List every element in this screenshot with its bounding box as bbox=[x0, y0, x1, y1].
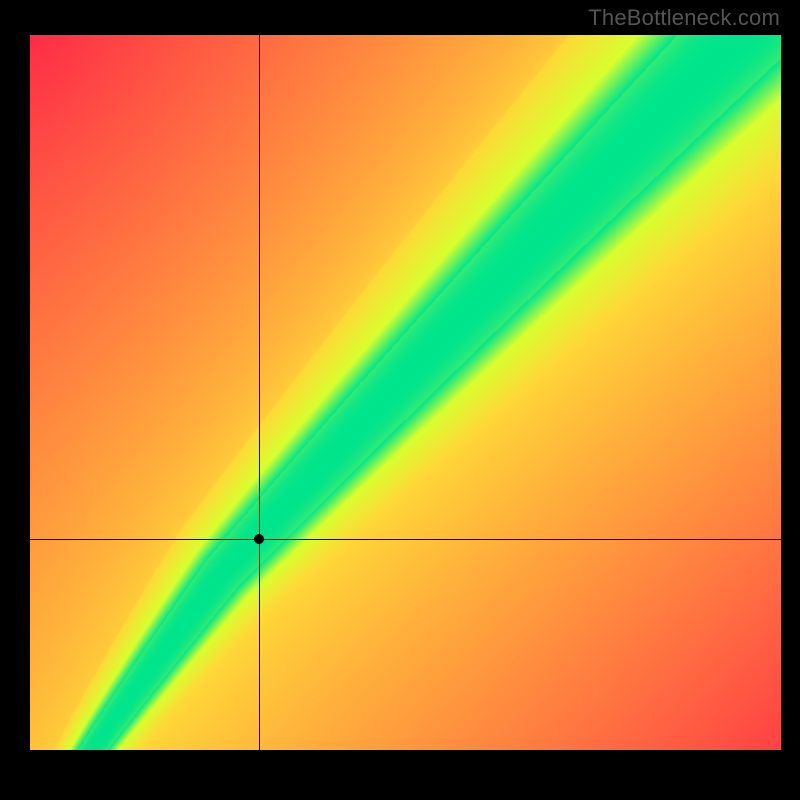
watermark-text: TheBottleneck.com bbox=[588, 5, 780, 31]
crosshair-marker bbox=[254, 534, 264, 544]
plot-area bbox=[30, 35, 781, 750]
crosshair-horizontal bbox=[30, 539, 781, 540]
crosshair-vertical bbox=[259, 35, 260, 750]
heatmap-canvas bbox=[30, 35, 781, 750]
chart-container: TheBottleneck.com bbox=[0, 0, 800, 800]
